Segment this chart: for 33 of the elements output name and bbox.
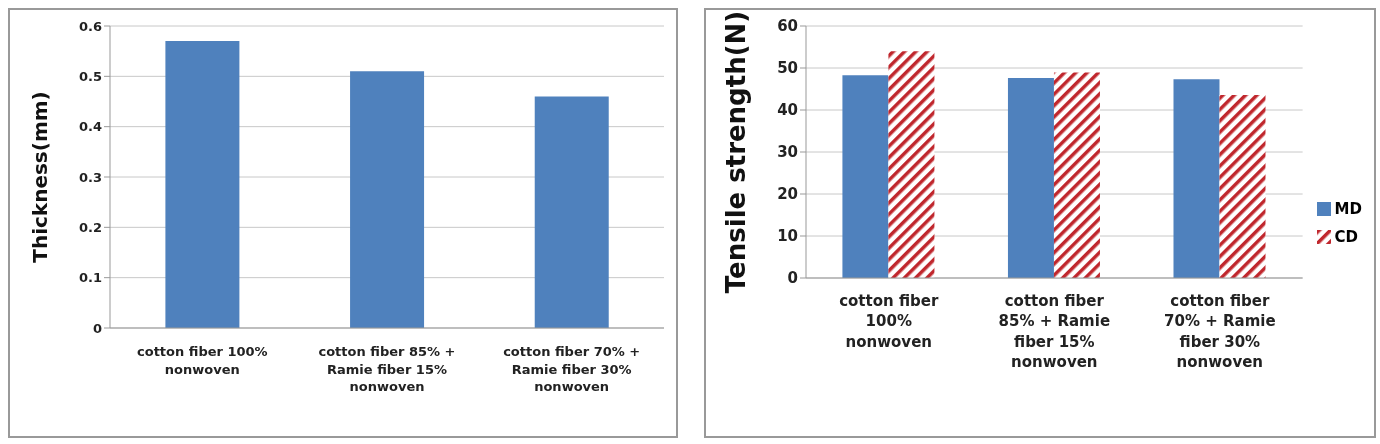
bar — [1053, 72, 1100, 278]
y-axis-title: Thickness(mm) — [28, 91, 53, 263]
x-tick-label: cotton fiber 85% + Ramie fiber 15% nonwoven — [998, 292, 1111, 371]
x-tick-label: cotton fiber 100% nonwoven — [839, 292, 939, 351]
y-tick-label: 0 — [92, 320, 102, 336]
y-tick-label: 0.3 — [78, 169, 102, 185]
bar — [350, 71, 425, 328]
bar — [165, 41, 240, 328]
x-tick-label: cotton fiber 70% + Ramie fiber 30% nonwoven — [1164, 292, 1276, 371]
y-tick-label: 0.6 — [78, 18, 102, 34]
x-tick-label: cotton fiber 70% + Ramie fiber 30% nonwoven — [503, 344, 641, 395]
y-tick-label: 40 — [777, 101, 798, 120]
bar — [1219, 94, 1266, 278]
x-tick-label: cotton fiber 85% + Ramie fiber 15% nonwoven — [318, 344, 456, 395]
y-tick-label: 0.4 — [78, 119, 102, 135]
y-axis-title: Tensile strength(N) — [721, 10, 752, 294]
y-tick-label: 30 — [777, 143, 798, 162]
y-tick-label: 0.1 — [78, 270, 102, 286]
y-tick-label: 0.2 — [78, 219, 102, 235]
y-tick-label: 10 — [777, 227, 798, 246]
legend-label: MD — [1334, 200, 1362, 218]
x-tick-label: cotton fiber 100% nonwoven — [137, 344, 268, 377]
bar — [888, 51, 935, 278]
bar — [1173, 79, 1220, 278]
y-tick-label: 0 — [787, 269, 798, 288]
y-tick-label: 20 — [777, 185, 798, 204]
y-tick-label: 60 — [777, 17, 798, 36]
y-tick-label: 50 — [777, 59, 798, 78]
legend-label: CD — [1334, 228, 1359, 246]
y-tick-label: 0.5 — [78, 68, 102, 84]
bar — [534, 96, 609, 328]
bar — [842, 75, 889, 278]
bar — [1007, 78, 1054, 278]
